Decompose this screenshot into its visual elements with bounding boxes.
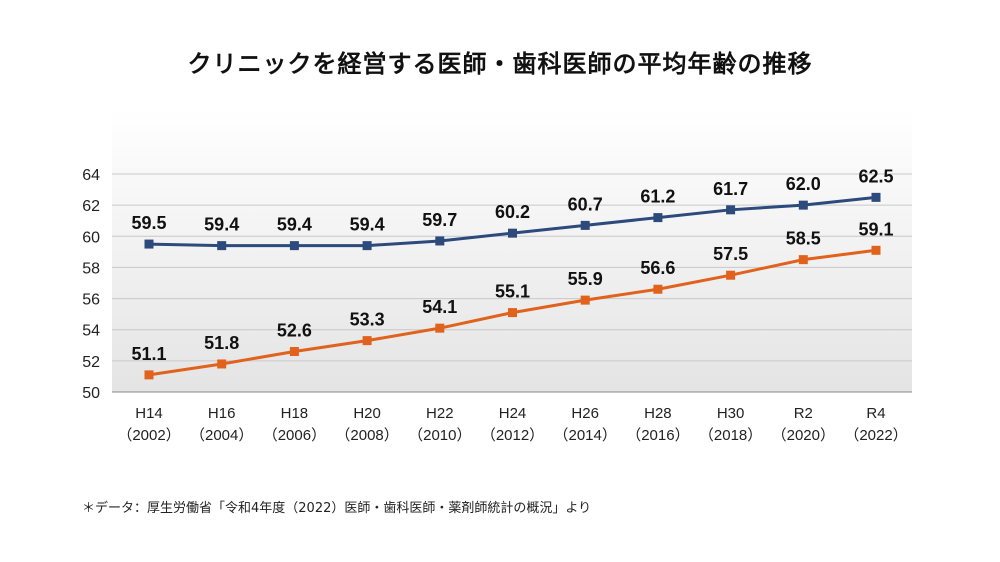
data-point-2 xyxy=(217,359,227,369)
data-label-2: 56.6 xyxy=(640,258,675,278)
data-label-1: 59.4 xyxy=(204,215,239,235)
data-point-1 xyxy=(217,241,227,251)
x-tick-label: H14 xyxy=(135,405,163,422)
y-tick-label: 56 xyxy=(82,292,100,309)
x-tick-sublabel: （2006） xyxy=(263,427,326,444)
legend-item-dental: 歯科 xyxy=(799,129,891,152)
data-label-2: 58.5 xyxy=(786,229,821,249)
data-point-2 xyxy=(871,245,881,255)
data-label-1: 59.4 xyxy=(350,215,385,235)
logo-subtitle: 株式会社メディカルプラス xyxy=(208,151,304,160)
data-label-1: 60.7 xyxy=(568,194,603,214)
x-tick-label: H18 xyxy=(281,405,309,422)
y-tick-label: 58 xyxy=(82,260,100,277)
data-point-1 xyxy=(580,220,590,230)
x-tick-label: H24 xyxy=(499,405,527,422)
x-tick-label: H28 xyxy=(644,405,672,422)
data-point-2 xyxy=(362,336,372,346)
x-tick-sublabel: （2014） xyxy=(554,427,617,444)
data-point-2 xyxy=(580,295,590,305)
x-tick-sublabel: （2010） xyxy=(408,427,471,444)
data-label-1: 59.5 xyxy=(131,213,166,233)
x-tick-label: H26 xyxy=(571,405,599,422)
data-label-1: 61.2 xyxy=(640,187,675,207)
series-line-2 xyxy=(148,248,877,377)
data-point-2 xyxy=(435,323,445,333)
data-label-2: 54.1 xyxy=(422,297,457,317)
legend-label-medical: 医科 xyxy=(758,131,792,152)
x-tick-label: H22 xyxy=(426,405,454,422)
data-point-1 xyxy=(726,205,736,215)
y-tick-label: 54 xyxy=(82,323,100,340)
x-tick-sublabel: （2016） xyxy=(626,427,689,444)
data-label-1: 59.7 xyxy=(422,210,457,230)
x-tick-sublabel: （2022） xyxy=(844,427,907,444)
legend-label-dental: 歯科 xyxy=(857,131,891,152)
data-point-2 xyxy=(798,255,808,265)
data-label-2: 52.6 xyxy=(277,321,312,341)
chart-title: クリニックを経営する医師・歯科医師の平均年齢の推移 xyxy=(187,50,813,78)
y-tick-label: 52 xyxy=(82,354,100,371)
data-point-1 xyxy=(871,192,881,202)
data-label-2: 55.9 xyxy=(568,269,603,289)
data-point-1 xyxy=(798,200,808,210)
x-tick-label: H20 xyxy=(353,405,381,422)
x-tick-sublabel: （2008） xyxy=(335,427,398,444)
x-tick-label: H16 xyxy=(208,405,236,422)
y-tick-label: 60 xyxy=(82,229,100,246)
data-point-2 xyxy=(726,270,736,280)
data-label-2: 55.1 xyxy=(495,282,530,302)
data-label-2: 59.1 xyxy=(858,219,893,239)
x-tick-label: H30 xyxy=(717,405,745,422)
data-point-1 xyxy=(362,241,372,251)
x-tick-sublabel: （2020） xyxy=(772,427,835,444)
x-tick-label: R4 xyxy=(866,405,885,422)
x-tick-sublabel: （2012） xyxy=(481,427,544,444)
data-point-2 xyxy=(144,370,154,380)
y-tick-label: 50 xyxy=(82,385,100,402)
data-point-1 xyxy=(508,228,517,238)
legend-swatch-dental xyxy=(799,137,841,141)
data-label-1: 61.7 xyxy=(713,179,748,199)
legend-swatch-medical xyxy=(700,137,742,141)
data-point-1 xyxy=(144,239,154,249)
data-label-1: 62.5 xyxy=(858,166,893,186)
logo-plus: + xyxy=(292,113,309,137)
data-label-2: 57.5 xyxy=(713,244,748,264)
y-tick-label: 62 xyxy=(82,198,100,215)
data-point-1 xyxy=(653,213,663,223)
x-tick-label: R2 xyxy=(794,405,813,422)
data-point-2 xyxy=(289,347,299,357)
series-line-1 xyxy=(148,195,877,248)
data-label-2: 51.1 xyxy=(131,344,166,364)
data-point-2 xyxy=(508,308,517,318)
data-label-2: 51.8 xyxy=(204,333,239,353)
data-label-1: 59.4 xyxy=(277,215,312,235)
y-tick-label: 64 xyxy=(82,167,100,184)
x-tick-sublabel: （2018） xyxy=(699,427,762,444)
data-label-1: 62.0 xyxy=(786,174,821,194)
x-tick-sublabel: （2002） xyxy=(117,427,180,444)
medical-plus-logo: MEDICAL PLUS + 株式会社メディカルプラス xyxy=(132,113,323,170)
data-label-1: 60.2 xyxy=(495,202,530,222)
data-label-2: 53.3 xyxy=(350,310,385,330)
data-point-1 xyxy=(289,241,299,251)
x-tick-sublabel: （2004） xyxy=(190,427,253,444)
legend-item-medical: 医科 xyxy=(700,129,792,152)
data-point-1 xyxy=(435,236,445,246)
source-note: ＊データ：厚生労働省「令和4年度（2022）医師・歯科医師・薬剤師統計の概況」よ… xyxy=(82,501,592,516)
data-point-2 xyxy=(653,284,663,294)
